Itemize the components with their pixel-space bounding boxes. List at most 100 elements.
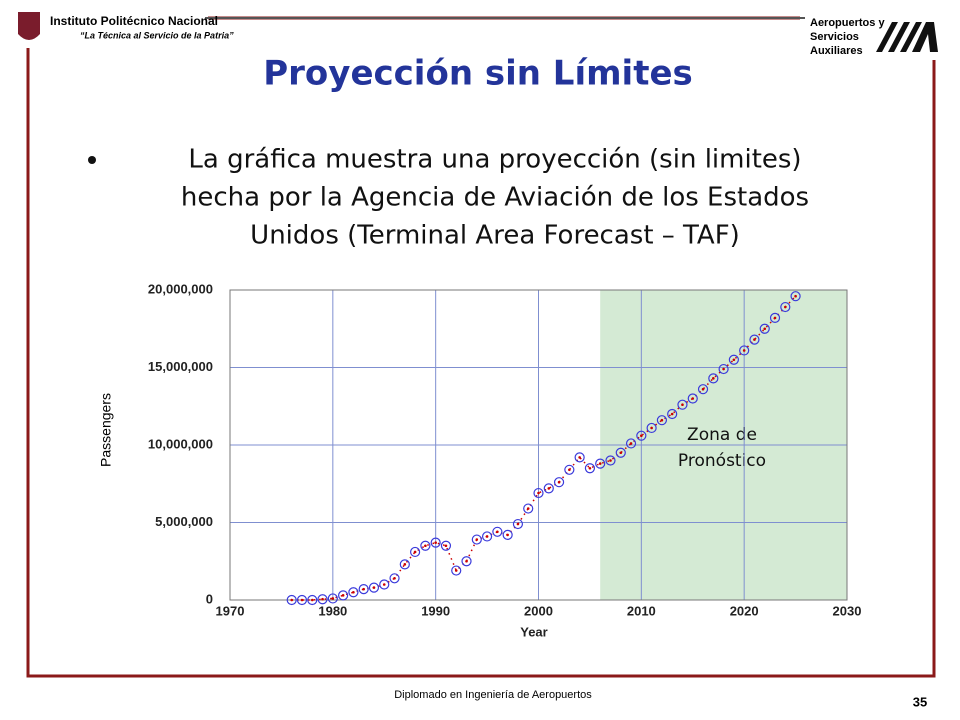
data-point (595, 458, 606, 469)
asa-logo (876, 22, 938, 52)
data-point (646, 422, 657, 434)
data-point-center (352, 590, 355, 594)
data-point (543, 483, 554, 494)
data-point (430, 537, 441, 548)
x-tick-label: 2000 (524, 603, 553, 618)
data-point-center (732, 358, 736, 362)
data-point (481, 531, 493, 542)
bullet-text: hecha por la Agencia de Aviación de los … (181, 183, 809, 213)
data-point-center (660, 418, 664, 422)
data-point-center (300, 598, 304, 602)
forecast-label: Pronóstico (678, 451, 766, 471)
data-point (605, 455, 616, 466)
data-point-center (465, 559, 468, 563)
frame-mask (0, 0, 960, 16)
data-point-center (568, 468, 571, 472)
data-point-center (496, 530, 499, 534)
data-point-center (321, 597, 324, 601)
data-point (533, 487, 544, 499)
data-point-center (434, 541, 437, 544)
data-point (502, 529, 513, 541)
institution: Instituto Politécnico Nacional (50, 14, 218, 28)
x-tick-label: 1990 (421, 603, 450, 618)
x-tick-label: 1970 (216, 603, 245, 618)
bullet-dot (88, 156, 96, 164)
data-point (317, 594, 328, 605)
data-point (440, 540, 452, 551)
y-axis-label: Passengers (98, 393, 114, 467)
data-point (708, 373, 719, 384)
data-point (451, 565, 462, 576)
data-point-center (413, 550, 417, 554)
data-point-center (629, 442, 633, 445)
slide-title: Proyección sin Límites (263, 54, 693, 94)
data-point (379, 579, 390, 590)
data-point (512, 518, 524, 530)
data-point-center (701, 387, 705, 391)
data-point-center (444, 544, 448, 548)
data-point (461, 556, 472, 567)
bullet-text: La gráfica muestra una proyección (sin l… (188, 145, 801, 175)
data-point-center (640, 434, 643, 438)
data-point-center (742, 349, 746, 352)
chart: Zona de Pronóstico 0 5,000,000 10,000,000 15,… (98, 281, 862, 639)
data-point (492, 526, 503, 537)
data-point-center (578, 456, 581, 459)
data-point-center (537, 491, 540, 495)
data-point (667, 408, 678, 420)
data-point (656, 415, 668, 426)
data-point-center (403, 563, 407, 566)
partner-line: Auxiliares (810, 45, 863, 57)
data-point (759, 323, 770, 334)
data-point-center (516, 522, 520, 526)
x-tick-label: 2030 (833, 603, 862, 618)
data-point-center (712, 377, 715, 380)
partner-line: Servicios (810, 31, 859, 43)
data-point-center (382, 583, 386, 586)
ipn-logo (18, 12, 40, 40)
data-point (697, 384, 709, 395)
data-point-center (784, 305, 787, 309)
data-point (410, 546, 421, 558)
data-point-center (454, 569, 458, 572)
data-point (553, 477, 565, 488)
data-point-center (331, 597, 335, 600)
data-point (399, 559, 410, 570)
data-point (790, 291, 801, 302)
data-point (471, 534, 482, 545)
x-tick-label: 1980 (318, 603, 347, 618)
data-point (769, 312, 781, 323)
data-point (296, 594, 308, 606)
data-point (739, 345, 750, 356)
y-tick-label: 20,000,000 (148, 281, 213, 296)
data-point (307, 594, 318, 606)
y-tick-label: 10,000,000 (148, 436, 213, 451)
x-axis-label: Year (520, 624, 547, 639)
data-point-center (362, 587, 365, 591)
data-point-center (372, 586, 376, 589)
partner-line: Aeropuertos y (810, 17, 885, 29)
data-point (636, 430, 647, 441)
data-point (687, 393, 698, 404)
data-point (358, 584, 369, 595)
data-point (615, 447, 626, 458)
data-point (625, 438, 637, 449)
trend-line (291, 295, 797, 601)
data-point-center (609, 459, 612, 462)
data-point-center (598, 462, 602, 465)
data-point (574, 452, 585, 463)
page-number: 35 (913, 694, 927, 709)
data-point-center (763, 327, 767, 331)
data-point (420, 540, 431, 551)
x-tick-label: 2010 (627, 603, 656, 618)
x-tick-label: 2020 (730, 603, 759, 618)
data-point-center (691, 397, 695, 400)
data-point (523, 503, 534, 514)
data-point-center (424, 544, 427, 548)
data-point (348, 587, 359, 598)
forecast-label: Zona de (687, 425, 757, 445)
logo-bg (8, 4, 208, 48)
plot-frame (229, 289, 848, 601)
data-point (368, 582, 380, 593)
